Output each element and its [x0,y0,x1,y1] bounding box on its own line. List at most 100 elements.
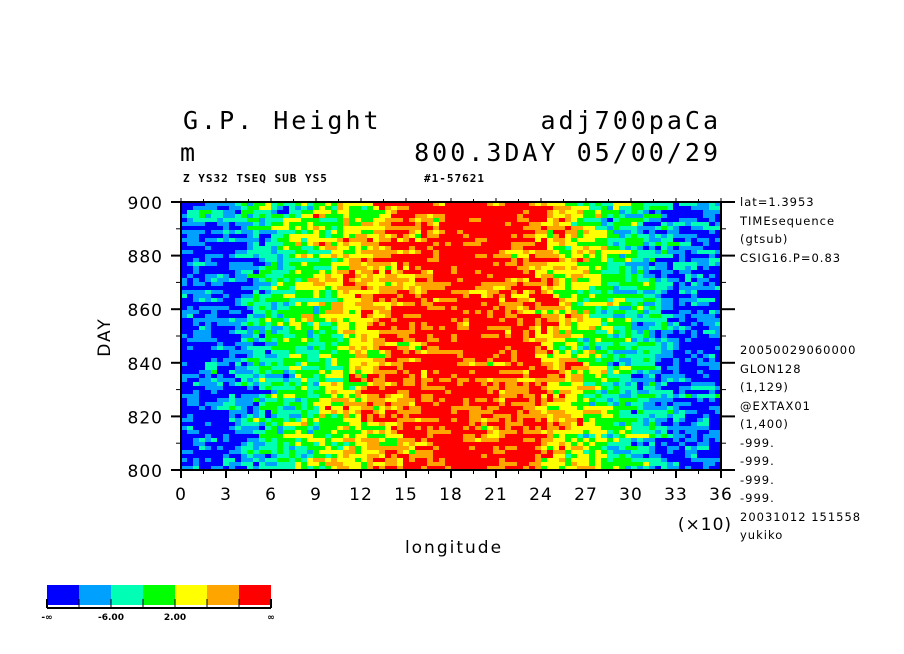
heatmap-cell [511,210,518,215]
heatmap-cell [205,210,212,215]
heatmap-cell [265,246,272,251]
heatmap-cell [181,358,188,363]
heatmap-cell [295,282,302,287]
heatmap-cell [499,266,506,271]
heatmap-cell [625,330,632,335]
heatmap-cell [205,230,212,235]
heatmap-cell [289,222,296,227]
heatmap-cell [199,226,206,231]
heatmap-cell [409,222,416,227]
heatmap-cell [271,286,278,291]
heatmap-cell [349,254,356,259]
heatmap-cell [541,326,548,331]
heatmap-cell [487,210,494,215]
heatmap-cell [247,294,254,299]
heatmap-cell [295,242,302,247]
heatmap-cell [271,230,278,235]
heatmap-cell [283,218,290,223]
heatmap-cell [301,350,308,355]
heatmap-cell [235,274,242,279]
heatmap-cell [385,326,392,331]
heatmap-cell [529,266,536,271]
heatmap-cell [487,410,494,415]
heatmap-cell [655,226,662,231]
heatmap-cell [325,318,332,323]
heatmap-cell [445,206,452,211]
heatmap-cell [313,230,320,235]
heatmap-cell [277,282,284,287]
heatmap-cell [487,226,494,231]
heatmap-cell [301,354,308,359]
heatmap-cell [385,222,392,227]
heatmap-cell [223,222,230,227]
heatmap-cell [181,254,188,259]
heatmap-cell [637,238,644,243]
heatmap-cell [313,342,320,347]
heatmap-cell [571,290,578,295]
heatmap-cell [553,310,560,315]
heatmap-cell [655,330,662,335]
heatmap-cell [685,350,692,355]
heatmap-cell [511,330,518,335]
heatmap-cell [235,262,242,267]
heatmap-cell [205,222,212,227]
heatmap-cell [313,366,320,371]
heatmap-cell [547,394,554,399]
heatmap-cell [289,366,296,371]
heatmap-cell [355,294,362,299]
heatmap-cell [583,282,590,287]
heatmap-cell [307,226,314,231]
heatmap-cell [655,358,662,363]
heatmap-cell [355,238,362,243]
heatmap-cell [415,350,422,355]
heatmap-cell [619,294,626,299]
heatmap-cell [235,406,242,411]
heatmap-cell [403,378,410,383]
heatmap-cell [289,354,296,359]
heatmap-cell [487,290,494,295]
heatmap-cell [661,250,668,255]
heatmap-cell [715,418,722,423]
heatmap-cell [673,386,680,391]
heatmap-cell [583,418,590,423]
heatmap-cell [511,318,518,323]
heatmap-cell [337,226,344,231]
heatmap-cell [631,374,638,379]
heatmap-cell [685,354,692,359]
heatmap-cell [289,298,296,303]
heatmap-cell [679,290,686,295]
heatmap-cell [505,362,512,367]
heatmap-cell [349,234,356,239]
heatmap-cell [187,346,194,351]
heatmap-cell [385,266,392,271]
heatmap-cell [511,286,518,291]
heatmap-cell [613,406,620,411]
heatmap-cell [289,378,296,383]
heatmap-cell [619,278,626,283]
heatmap-cell [655,366,662,371]
heatmap-cell [643,394,650,399]
heatmap-cell [349,226,356,231]
heatmap-cell [337,298,344,303]
heatmap-cell [463,314,470,319]
heatmap-cell [253,258,260,263]
heatmap-cell [547,362,554,367]
heatmap-cell [469,214,476,219]
heatmap-cell [259,362,266,367]
heatmap-cell [655,250,662,255]
heatmap-cell [523,350,530,355]
heatmap-cell [439,318,446,323]
heatmap-cell [259,378,266,383]
heatmap-cell [571,394,578,399]
heatmap-cell [685,322,692,327]
heatmap-cell [517,390,524,395]
heatmap-cell [271,298,278,303]
heatmap-cell [229,318,236,323]
heatmap-cell [589,386,596,391]
heatmap-cell [535,222,542,227]
heatmap-cell [439,298,446,303]
heatmap-cell [505,250,512,255]
heatmap-cell [589,418,596,423]
heatmap-cell [307,414,314,419]
heatmap-cell [685,310,692,315]
